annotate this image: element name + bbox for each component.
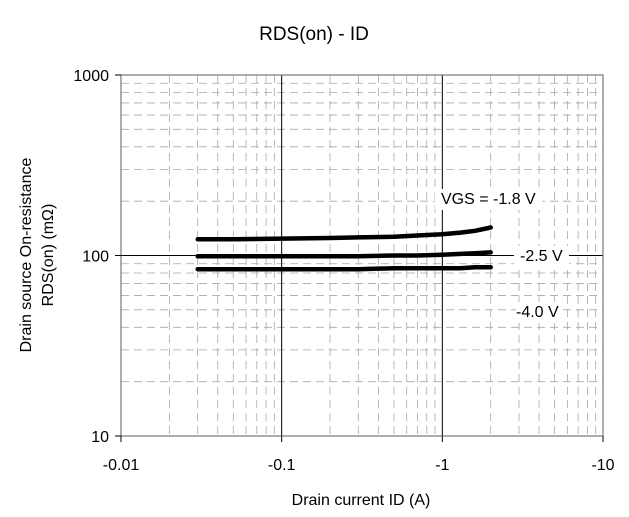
- x-tick-label: -1: [435, 457, 449, 474]
- minor-gridlines: [121, 75, 603, 436]
- x-tick-label: -10: [591, 457, 614, 474]
- data-series: [195, 225, 493, 272]
- series-label-1: VGS = -1.8 V: [441, 191, 536, 208]
- series-label-background: [435, 189, 543, 210]
- series-label-background: [514, 246, 570, 267]
- y-axis-label-line-1: Drain source On-resistance: [18, 158, 35, 353]
- x-tick-label: -0.1: [268, 457, 296, 474]
- chart-title: RDS(on) - ID: [259, 24, 369, 45]
- y-axis-label-line-2: RDS(on) (mΩ): [40, 204, 57, 307]
- y-tick-label: 10: [91, 429, 109, 446]
- y-tick-label: 100: [82, 249, 109, 266]
- series-labels: VGS = -1.8 V -2.5 V -4.0 V: [435, 189, 570, 323]
- series-line-3: [195, 265, 493, 272]
- series-label-2: -2.5 V: [520, 248, 563, 265]
- series-line-1: [195, 225, 493, 242]
- series-label-background: [516, 302, 560, 323]
- x-axis-label: Drain current ID (A): [292, 492, 431, 509]
- series-line-2: [195, 250, 493, 259]
- x-axis-ticks: -0.01 -0.1 -1 -10: [103, 436, 615, 474]
- y-tick-label: 1000: [73, 68, 109, 85]
- series-label-3: -4.0 V: [516, 304, 559, 321]
- x-tick-label: -0.01: [103, 457, 140, 474]
- y-axis-ticks: 10 100 1000: [73, 68, 121, 446]
